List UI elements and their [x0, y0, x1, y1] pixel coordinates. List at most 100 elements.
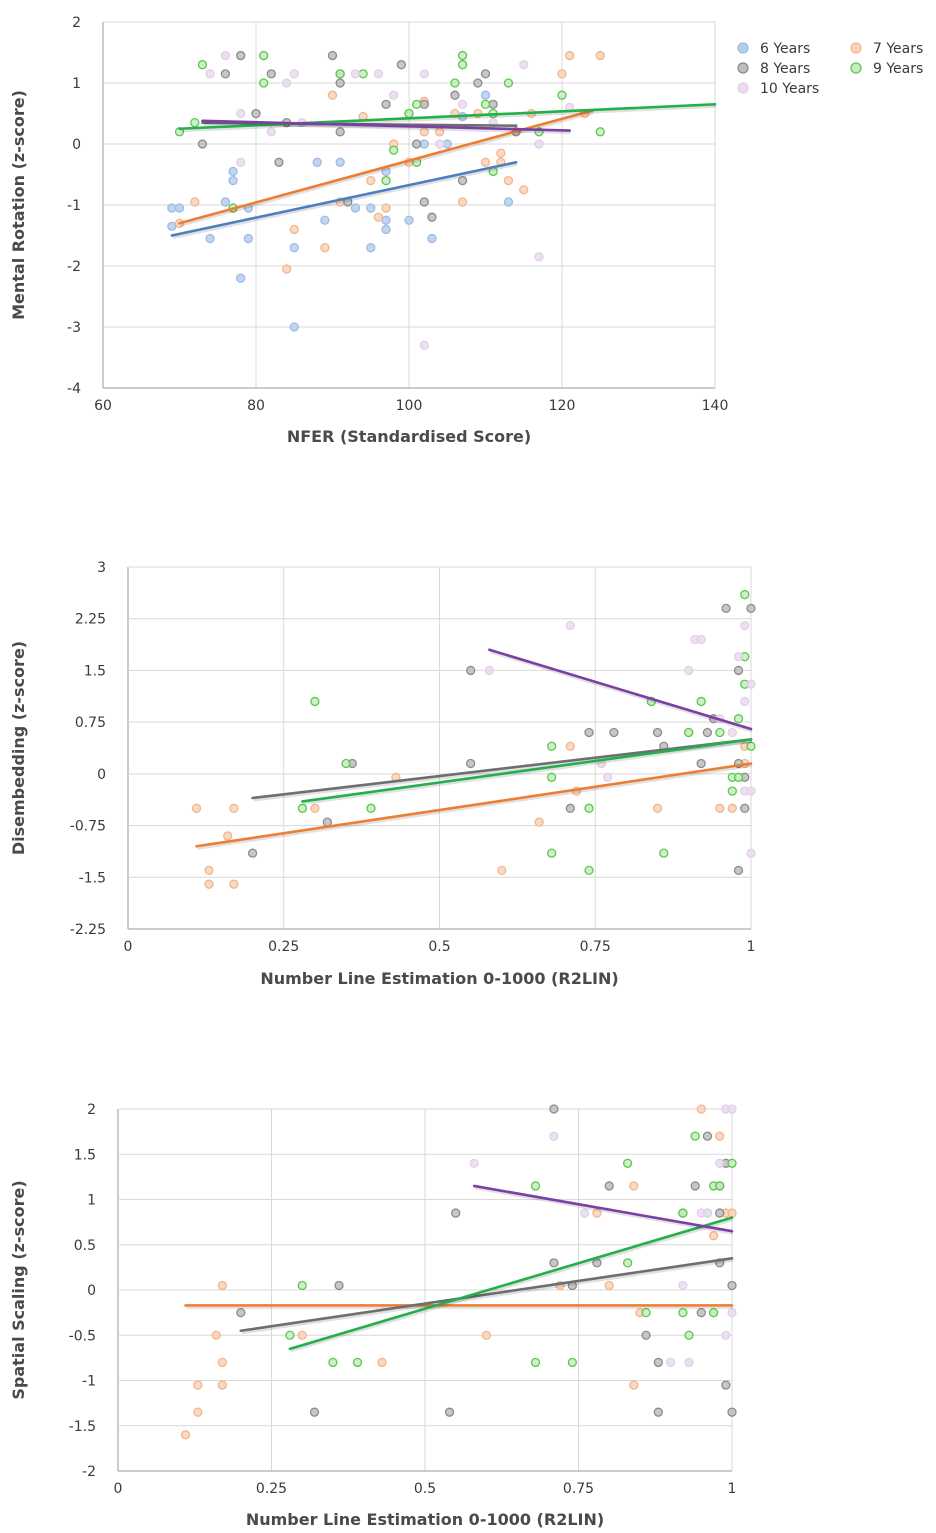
- disembedding-point-8-years: [733, 865, 744, 876]
- spatial-scaling-point-7-years: [727, 1208, 737, 1218]
- spatial-scaling-point-9-years: [715, 1181, 725, 1191]
- mental-rotation-point-7-years: [366, 175, 376, 186]
- mental-rotation-point-9-years: [358, 69, 368, 79]
- mental-rotation-point-8-years: [335, 127, 345, 137]
- spatial-scaling-point-8-years: [309, 1407, 320, 1417]
- mental-rotation-point-8-years: [480, 69, 491, 79]
- mental-rotation-point-7-years: [327, 90, 338, 100]
- disembedding-y-tick-label: 0.75: [75, 715, 106, 731]
- spatial-scaling-point-8-years: [653, 1407, 663, 1417]
- mental-rotation-point-6-years: [335, 157, 345, 167]
- disembedding-point-7-years: [565, 741, 575, 751]
- legend-label: 9 Years: [873, 61, 923, 77]
- mental-rotation-point-8-years: [488, 99, 498, 109]
- mental-rotation-point-10-years: [289, 69, 299, 79]
- spatial-scaling-point-10-years: [721, 1330, 731, 1340]
- disembedding-point-8-years: [733, 665, 744, 676]
- mental-rotation-point-8-years: [197, 139, 208, 149]
- spatial-scaling-y-tick-label: 2: [87, 1102, 96, 1118]
- disembedding-point-8-years: [721, 603, 731, 614]
- mental-rotation-y-tick-label: 0: [72, 137, 81, 153]
- mental-rotation-point-10-years: [373, 69, 384, 79]
- disembedding-y-tick-label: -2.25: [70, 922, 106, 938]
- disembedding-point-10-years: [746, 679, 756, 689]
- legend-label: 10 Years: [760, 81, 819, 97]
- mental-rotation-point-8-years: [411, 139, 422, 149]
- mental-rotation-y-tick-label: 2: [72, 15, 81, 31]
- mental-rotation-point-7-years: [565, 50, 575, 61]
- mental-rotation-point-9-years: [450, 78, 460, 88]
- disembedding-point-10-years: [684, 665, 694, 676]
- mental-rotation-point-6-years: [480, 90, 491, 100]
- spatial-scaling-y-tick-label: 0: [87, 1283, 96, 1299]
- spatial-scaling-point-7-years: [377, 1357, 387, 1368]
- mental-rotation-point-10-years: [389, 90, 399, 100]
- mental-rotation-point-9-years: [457, 50, 468, 61]
- spatial-scaling-trendline-9-years: [288, 1216, 734, 1351]
- spatial-scaling-point-9-years: [622, 1158, 633, 1168]
- mental-rotation-point-8-years: [327, 50, 338, 61]
- spatial-scaling-point-9-years: [727, 1158, 737, 1168]
- spatial-scaling-point-9-years: [530, 1181, 541, 1191]
- spatial-scaling-point-8-years: [641, 1330, 651, 1340]
- mental-rotation-point-6-years: [503, 197, 514, 207]
- mental-rotation-point-6-years: [381, 224, 391, 235]
- mental-rotation-point-8-years: [427, 212, 437, 222]
- spatial-scaling-chart: 0 0.25 0.5 0.75 1 2 1.5 1 0.5 0 -0.5 -1 -1.5 -2 Number…: [9, 1102, 737, 1529]
- mental-rotation-point-6-years: [366, 203, 376, 213]
- disembedding-point-10-years: [733, 651, 744, 662]
- disembedding-point-8-years: [746, 603, 756, 614]
- spatial-scaling-point-8-years: [236, 1307, 246, 1318]
- disembedding-point-10-years: [746, 786, 756, 796]
- spatial-scaling-point-9-years: [297, 1280, 307, 1291]
- mental-rotation-point-8-years: [419, 99, 429, 109]
- spatial-scaling-point-8-years: [721, 1380, 731, 1390]
- mental-rotation-point-7-years: [519, 185, 529, 195]
- mental-rotation-point-8-years: [381, 99, 391, 109]
- disembedding-point-7-years: [310, 803, 320, 813]
- spatial-scaling-x-tick-label: 0: [114, 1481, 123, 1497]
- disembedding-point-8-years: [247, 848, 258, 858]
- disembedding-x-axis-title: Number Line Estimation 0-1000 (R2LIN): [260, 969, 618, 988]
- spatial-scaling-point-7-years: [193, 1407, 203, 1417]
- spatial-scaling-x-tick-label: 0.25: [256, 1481, 287, 1497]
- disembedding-point-8-years: [584, 727, 594, 738]
- disembedding-point-10-years: [740, 696, 750, 707]
- mental-rotation-y-tick-label: -1: [67, 198, 81, 214]
- mental-rotation-point-10-years: [519, 60, 529, 70]
- mental-rotation-point-8-years: [473, 78, 483, 88]
- mental-rotation-point-6-years: [167, 203, 177, 213]
- disembedding-x-tick-label: 0: [124, 939, 133, 955]
- disembedding-y-tick-label: 3: [97, 560, 106, 576]
- mental-rotation-point-10-years: [236, 157, 246, 167]
- spatial-scaling-point-7-years: [604, 1280, 614, 1291]
- spatial-scaling-point-8-years: [444, 1407, 455, 1417]
- disembedding-point-7-years: [497, 865, 507, 876]
- disembedding-point-8-years: [702, 727, 713, 738]
- mental-rotation-point-8-years: [251, 108, 261, 119]
- spatial-scaling-point-7-years: [193, 1380, 203, 1390]
- spatial-scaling-y-tick-label: -0.5: [69, 1328, 96, 1344]
- mental-rotation-point-6-years: [243, 233, 254, 244]
- mental-rotation-point-10-years: [220, 50, 231, 61]
- mental-rotation-y-tick-label: 1: [72, 76, 81, 92]
- mental-rotation-point-9-years: [480, 99, 491, 109]
- disembedding-point-7-years: [204, 865, 214, 876]
- spatial-scaling-x-tick-label: 0.5: [414, 1481, 436, 1497]
- mental-rotation-trendline-10-years: [201, 119, 571, 132]
- legend-label: 8 Years: [760, 61, 810, 77]
- mental-rotation-trendline-6-years: [170, 161, 518, 237]
- disembedding-point-10-years: [746, 848, 756, 858]
- spatial-scaling-trendline-shadow-10-years: [474, 1186, 734, 1235]
- spatial-scaling-plot-area: [180, 1104, 737, 1440]
- mental-rotation-point-9-years: [503, 78, 514, 88]
- mental-rotation-point-9-years: [389, 145, 399, 155]
- mental-rotation-point-6-years: [220, 197, 231, 207]
- spatial-scaling-x-tick-label: 1: [728, 1481, 737, 1497]
- disembedding-y-tick-label: -1.5: [79, 870, 106, 886]
- spatial-scaling-point-10-years: [727, 1104, 737, 1114]
- mental-rotation-point-10-years: [281, 78, 292, 88]
- disembedding-point-9-years: [696, 696, 706, 707]
- disembedding-point-9-years: [740, 589, 750, 600]
- legend-marker: [850, 62, 862, 74]
